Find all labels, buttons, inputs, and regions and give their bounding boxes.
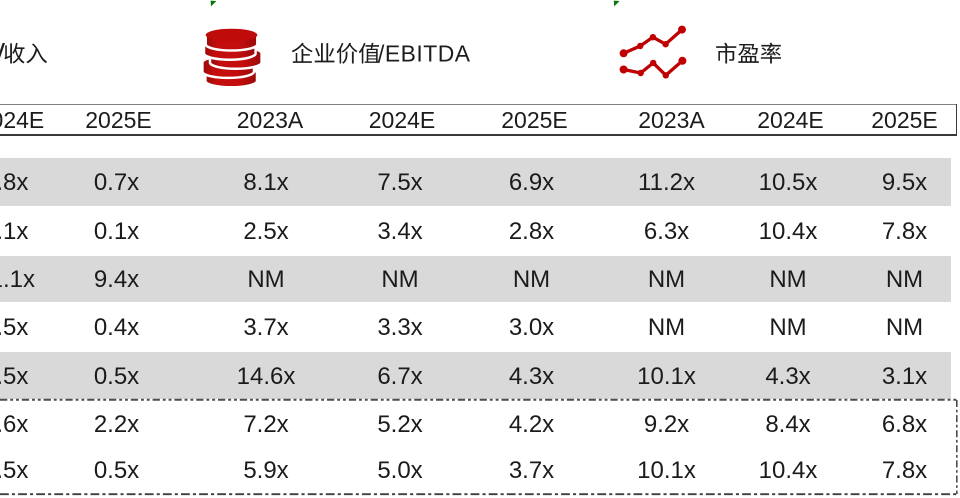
svg-text:/EBITDA: /EBITDA <box>378 40 471 66</box>
